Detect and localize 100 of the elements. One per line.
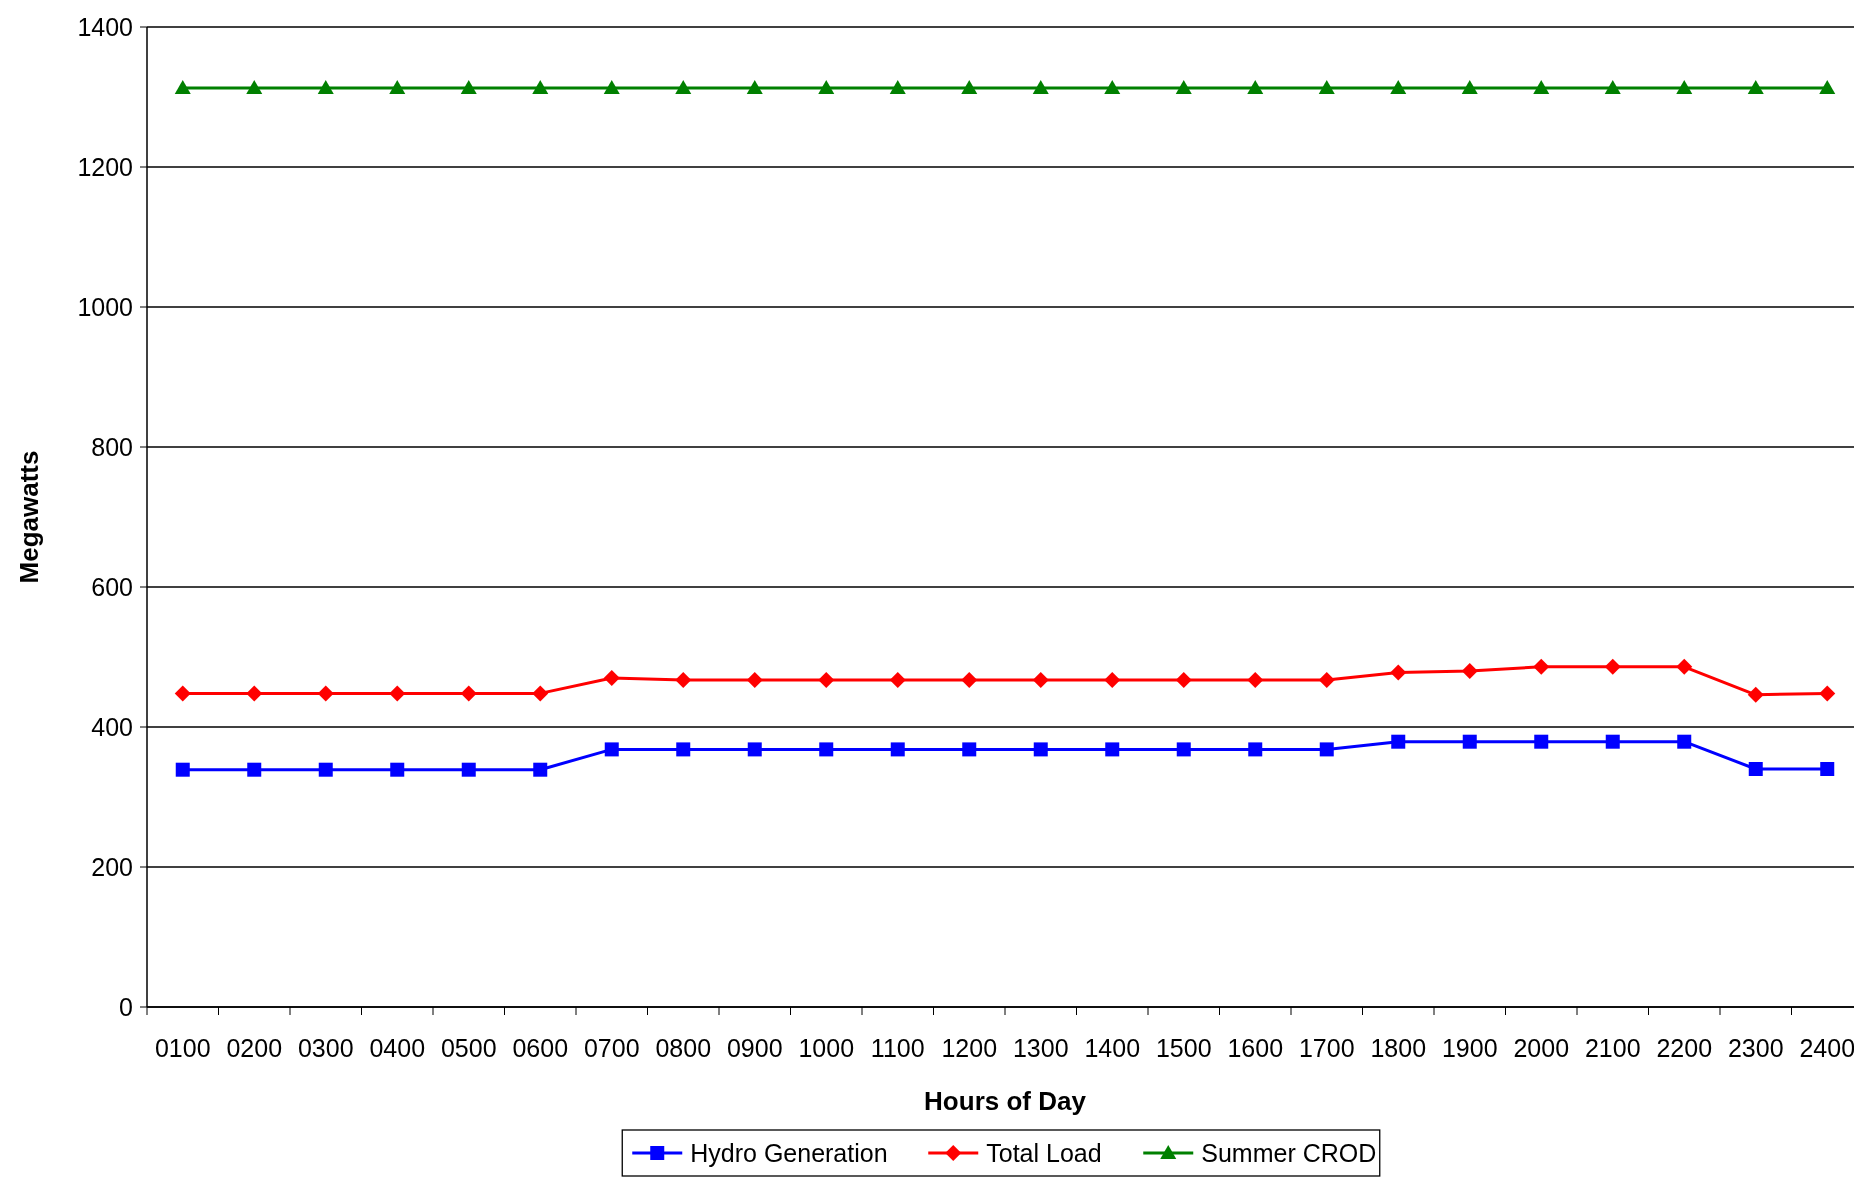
point: [174, 79, 191, 94]
legend-label: Summer CROD: [1201, 1138, 1377, 1167]
point: [1104, 79, 1121, 94]
point: [1604, 658, 1621, 675]
x-tick-label: 1600: [1227, 1034, 1284, 1062]
point: [1677, 734, 1692, 749]
point: [1676, 79, 1693, 94]
point: [1032, 79, 1049, 94]
y-tick-label: 1000: [77, 292, 133, 321]
point: [1819, 79, 1836, 94]
y-tick-label: 400: [91, 712, 133, 741]
point: [1104, 672, 1121, 689]
legend-label: Total Load: [986, 1138, 1102, 1167]
point: [1033, 742, 1048, 757]
point: [1534, 734, 1549, 749]
x-tick-label: 2400: [1799, 1034, 1856, 1062]
point: [1747, 686, 1764, 703]
x-tick-label: 0400: [369, 1034, 426, 1062]
point: [1676, 658, 1693, 675]
point: [1248, 742, 1263, 757]
x-tick-label: 0200: [226, 1034, 283, 1062]
point: [746, 79, 763, 94]
point: [1462, 734, 1477, 749]
x-tick-label: 2100: [1584, 1034, 1641, 1062]
point: [1247, 672, 1264, 689]
x-axis-title: Hours of Day: [924, 1086, 1087, 1116]
point: [389, 79, 406, 94]
point: [1748, 762, 1763, 776]
point: [1247, 79, 1264, 94]
point: [460, 79, 477, 94]
point: [890, 742, 905, 757]
x-tick-label: 1800: [1370, 1034, 1427, 1062]
point: [675, 79, 692, 94]
x-tick-label: 1000: [798, 1034, 855, 1062]
point: [961, 672, 978, 689]
x-tick-label: 0100: [154, 1034, 211, 1062]
point: [461, 762, 476, 777]
point: [889, 79, 906, 94]
point: [1605, 734, 1620, 749]
point: [1461, 663, 1478, 679]
y-tick-label: 0: [119, 992, 133, 1021]
point: [317, 79, 334, 94]
x-tick-label: 0500: [440, 1034, 497, 1062]
point: [1318, 672, 1335, 689]
point: [533, 762, 548, 777]
x-tick-label: 1100: [870, 1034, 925, 1062]
point: [175, 762, 190, 777]
x-tick-label: 1500: [1155, 1034, 1212, 1062]
point: [819, 742, 834, 757]
point: [1319, 742, 1334, 757]
point: [676, 742, 691, 757]
point: [174, 685, 191, 702]
point: [603, 670, 620, 686]
point: [318, 762, 333, 777]
x-tick-label: 1700: [1298, 1034, 1355, 1062]
point: [246, 79, 263, 94]
point: [1604, 79, 1621, 94]
point: [246, 685, 263, 702]
point: [1175, 672, 1192, 689]
point: [818, 672, 835, 689]
x-tick-label: 1900: [1441, 1034, 1498, 1062]
point: [1175, 79, 1192, 94]
point: [1461, 79, 1478, 94]
x-tick-label: 1200: [941, 1034, 998, 1062]
x-tick-label: 2000: [1513, 1034, 1570, 1062]
y-tick-label: 800: [91, 432, 133, 461]
point: [460, 685, 477, 702]
x-tick-label: 0300: [297, 1034, 354, 1062]
y-tick-label: 1200: [77, 152, 133, 181]
point: [247, 762, 262, 777]
point: [1747, 79, 1764, 94]
point: [889, 672, 906, 689]
y-tick-label: 200: [91, 852, 133, 881]
point: [317, 685, 334, 702]
point: [675, 672, 692, 689]
point: [747, 742, 762, 757]
point: [1176, 742, 1191, 757]
point: [1391, 734, 1406, 749]
point: [1533, 79, 1550, 94]
x-tick-label: 1400: [1084, 1034, 1141, 1062]
y-tick-label: 600: [91, 572, 133, 601]
y-axis-title: Megawatts: [14, 450, 44, 584]
point: [1820, 762, 1835, 776]
point: [962, 742, 977, 757]
y-tick-label: 1400: [77, 12, 133, 41]
point: [1318, 79, 1335, 94]
x-tick-label: 1300: [1012, 1034, 1069, 1062]
x-tick-label: 2200: [1656, 1034, 1713, 1062]
point: [1533, 658, 1550, 675]
point: [532, 685, 549, 702]
point: [1390, 79, 1407, 94]
point: [389, 685, 406, 702]
point: [1819, 685, 1836, 702]
point: [818, 79, 835, 94]
point: [1390, 664, 1407, 681]
point: [961, 79, 978, 94]
point: [1105, 742, 1120, 757]
legend-label: Hydro Generation: [690, 1138, 888, 1167]
x-tick-label: 2300: [1727, 1034, 1784, 1062]
point: [532, 79, 549, 94]
